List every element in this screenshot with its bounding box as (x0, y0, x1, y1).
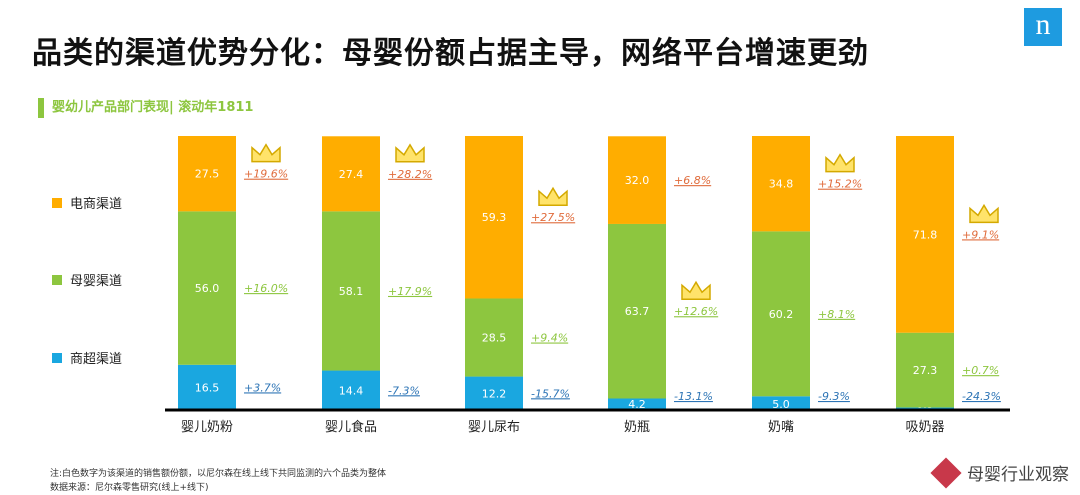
chart-subtitle: 婴幼儿产品部门表现| 滚动年1811 (38, 98, 253, 118)
bar-segment (608, 136, 666, 224)
bar-segment (178, 136, 236, 212)
bar-segment (752, 231, 810, 397)
growth-label: -15.7% (531, 387, 570, 400)
legend-swatch (52, 352, 62, 363)
nielsen-logo: n (1024, 8, 1062, 46)
bar-segment (608, 398, 666, 410)
data-label: 12.2 (482, 387, 507, 400)
crown-icon (681, 280, 711, 300)
category-label: 婴儿尿布 (468, 420, 520, 435)
bar-segment (322, 211, 380, 371)
growth-label: -7.3% (388, 384, 420, 397)
growth-label: +17.9% (388, 285, 432, 298)
growth-label: +3.7% (244, 381, 281, 394)
growth-label: -9.3% (818, 390, 850, 403)
legend-label: 电商渠道 (70, 197, 123, 212)
data-label: 71.8 (913, 228, 938, 241)
data-label: 27.4 (339, 168, 364, 181)
data-label: 16.5 (195, 381, 220, 394)
data-label: 60.2 (769, 308, 794, 321)
growth-label: +27.5% (531, 211, 575, 224)
brand-watermark: 母婴行业观察 (930, 456, 1069, 489)
growth-label: -13.1% (674, 390, 713, 403)
legend-swatch (52, 274, 62, 285)
legend-ecommerce: 电商渠道 (52, 193, 122, 212)
data-label: 28.5 (482, 332, 507, 345)
growth-label: +0.7% (962, 364, 999, 377)
legend-label: 商超渠道 (70, 352, 123, 367)
bar-segment (465, 376, 523, 410)
brand-name: 母婴行业观察 (967, 465, 1069, 485)
legend-supermarket: 商超渠道 (52, 348, 122, 367)
category-label: 婴儿食品 (325, 419, 377, 435)
bar-segment (465, 136, 523, 299)
crown-icon (969, 203, 999, 224)
bar-segment (322, 136, 380, 212)
bar-segment (608, 223, 666, 399)
bar-segment (178, 364, 236, 410)
data-label: 58.1 (339, 285, 364, 298)
bar-segment (896, 332, 954, 408)
data-label: 34.8 (769, 178, 794, 191)
growth-label: +15.2% (818, 178, 862, 191)
brand-logo-icon (930, 456, 962, 489)
growth-label: +9.1% (962, 228, 999, 241)
growth-label: +12.6% (674, 305, 718, 318)
bar-segment (752, 136, 810, 232)
growth-label: +9.4% (531, 332, 568, 345)
data-label: 27.5 (195, 168, 220, 181)
data-label: 56.0 (195, 282, 220, 295)
crown-icon (825, 153, 855, 173)
category-label: 奶嘴 (768, 420, 794, 435)
growth-label: +6.8% (674, 174, 711, 187)
data-label: 14.4 (339, 384, 364, 397)
growth-label: +8.1% (818, 308, 855, 321)
bar-segment (465, 298, 523, 377)
data-label: 63.7 (625, 305, 650, 318)
footnote-note: 注:白色数字为该渠道的销售额份额，以尼尔森在线上线下共同监测的六个品类为整体 (50, 469, 387, 479)
legend-label: 母婴渠道 (70, 274, 123, 289)
crown-icon (538, 186, 568, 206)
category-label: 吸奶器 (905, 420, 944, 435)
data-label: 59.3 (482, 211, 507, 224)
legend-swatch (52, 197, 62, 208)
data-label: 5.0 (772, 398, 790, 411)
growth-label: -24.3% (962, 390, 1001, 403)
bar-segment (178, 211, 236, 365)
data-label: 4.2 (628, 398, 646, 411)
bar-segment (752, 396, 810, 410)
bar-segment (896, 136, 954, 333)
page-title: 品类的渠道优势分化：母婴份额占据主导，网络平台增速更劲 (32, 36, 869, 71)
growth-label: +16.0% (244, 282, 288, 295)
category-label: 婴儿奶粉 (181, 420, 233, 435)
growth-label: +28.2% (388, 168, 432, 181)
crown-icon (395, 143, 425, 163)
legend-maternity: 母婴渠道 (52, 270, 122, 289)
bar-segment (322, 370, 380, 410)
growth-label: +19.6% (244, 168, 288, 181)
data-label: 32.0 (625, 174, 650, 187)
footnote-source: 数据来源：尼尔森零售研究(线上+线下) (50, 483, 209, 493)
category-label: 奶瓶 (624, 420, 650, 435)
crown-icon (251, 143, 281, 163)
data-label: 27.3 (913, 364, 938, 377)
